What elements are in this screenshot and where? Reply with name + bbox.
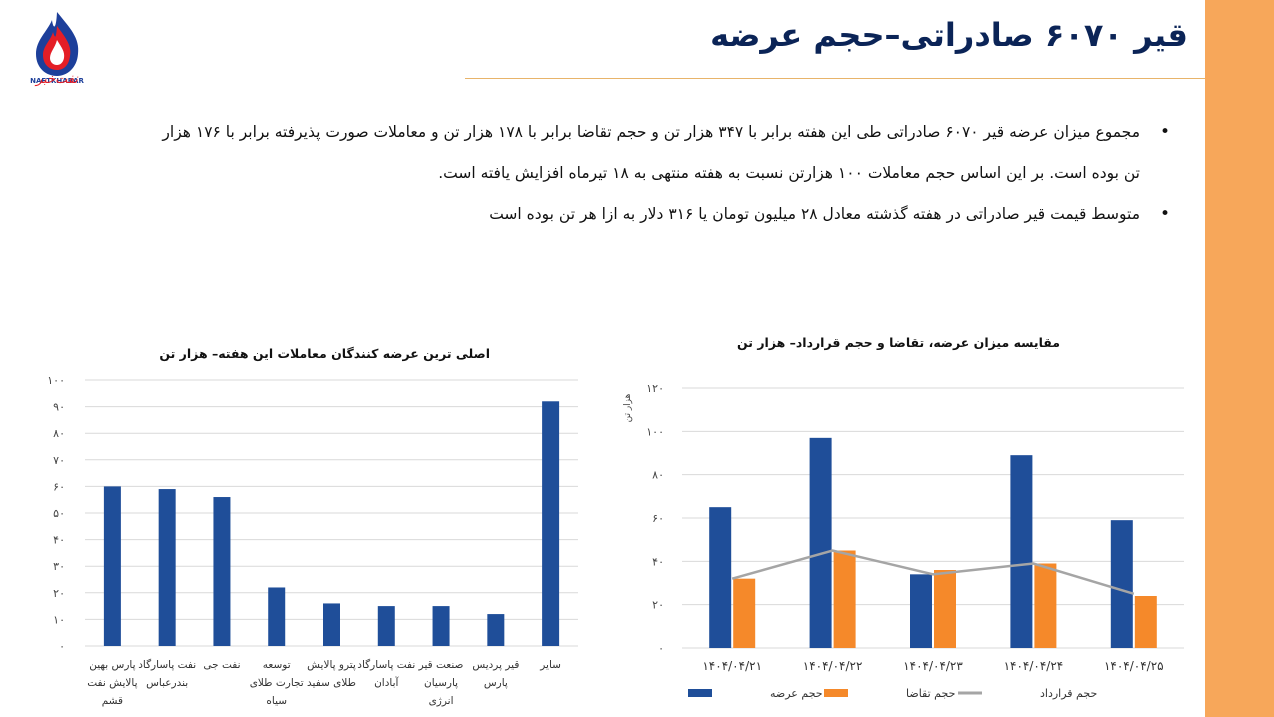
y-tick-label: ۵۰ [53, 507, 65, 520]
x-tick-label: پارس بهین [89, 659, 135, 671]
accent-side-bar [1205, 0, 1274, 717]
y-tick-label: ۳۰ [53, 560, 65, 573]
bar [809, 437, 832, 648]
y-tick-label: ۱۰۰ [646, 425, 664, 438]
x-tick-label: ۱۴۰۴/۰۴/۲۵ [1104, 659, 1164, 673]
y-axis-label: هزار تن [623, 393, 633, 422]
bar [733, 578, 756, 648]
page-title: قیر ۶۰۷۰ صادراتی–حجم عرضه [710, 16, 1188, 54]
bar [487, 614, 505, 646]
chart-left-title: اصلی ترین عرضه کنندگان معاملات این هفته–… [159, 346, 490, 361]
x-tick-label: پارسیان [424, 677, 458, 689]
x-tick-label: نفت پاسارگاد [138, 658, 196, 671]
x-tick-label: تجارت طلای [250, 677, 304, 689]
bar [1134, 596, 1157, 648]
x-tick-label: قیر پردیس [472, 659, 519, 671]
x-tick-label: بندرعباس [146, 677, 188, 689]
title-divider [465, 78, 1205, 79]
bar [1010, 455, 1033, 648]
x-tick-label: ۱۴۰۴/۰۴/۲۳ [903, 659, 963, 673]
bullet-list: مجموع میزان عرضه قیر ۶۰۷۰ صادراتی طی این… [150, 112, 1170, 235]
bullet-item: مجموع میزان عرضه قیر ۶۰۷۰ صادراتی طی این… [150, 112, 1170, 194]
x-tick-label: صنعت قیر [418, 659, 464, 671]
y-tick-label: ۰ [658, 642, 664, 655]
y-tick-label: ۶۰ [53, 480, 65, 493]
x-tick-label: پارس [484, 677, 508, 689]
bar [1110, 520, 1133, 648]
x-tick-label: سیاه [266, 695, 287, 707]
y-tick-label: ۱۰۰ [47, 374, 65, 387]
x-tick-label: ۱۴۰۴/۰۴/۲۲ [803, 659, 863, 673]
bullet-item: متوسط قیمت قیر صادراتی در هفته گذشته معا… [150, 194, 1170, 235]
logo: NAFTKHABAR نفت‌خبر [22, 10, 92, 90]
legend-label: حجم تقاضا [906, 687, 955, 700]
bar [268, 587, 286, 646]
y-tick-label: ۴۰ [652, 555, 664, 568]
x-tick-label: توسعه [263, 659, 291, 671]
y-tick-label: ۲۰ [53, 587, 65, 600]
logo-subtext: NAFTKHABAR [30, 77, 84, 85]
x-tick-label: آبادان [374, 676, 399, 689]
supply-demand-chart: ۰ ۲۰ ۴۰ ۶۰ ۸۰ ۱۰۰ ۱۲۰ هزار تن ۱۴۰۴/۰۴/۲۱ ۱۴۰۴/۰۴/… [623, 382, 1184, 700]
y-tick-label: ۹۰ [53, 401, 65, 414]
bar [158, 489, 176, 646]
bar [432, 606, 450, 646]
bar [833, 550, 856, 648]
bar [213, 497, 231, 646]
bar [323, 603, 340, 646]
x-tick-label: نفت پاسارگاد [357, 658, 415, 671]
legend-label: حجم قرارداد [1040, 687, 1097, 700]
x-tick-label: قشم [102, 695, 123, 707]
chart-right-title: مقایسه میزان عرضه، تقاضا و حجم قرارداد– … [737, 335, 1060, 350]
legend-label: حجم عرضه [770, 687, 823, 700]
x-tick-label: ۱۴۰۴/۰۴/۲۱ [702, 659, 762, 673]
x-tick-label: سایر [539, 659, 561, 671]
y-tick-label: ۰ [59, 640, 65, 653]
legend-swatch [824, 689, 848, 697]
legend-swatch [688, 689, 712, 697]
bar [542, 401, 560, 646]
bar [709, 507, 732, 648]
y-tick-label: ۸۰ [652, 469, 664, 482]
x-tick-label: پترو پالایش [307, 659, 356, 671]
y-tick-label: ۱۰ [53, 613, 65, 626]
bar [1034, 563, 1057, 648]
flame-logo-icon: NAFTKHABAR [30, 12, 84, 85]
x-tick-label: نفت جی [203, 659, 240, 671]
y-tick-label: ۶۰ [652, 512, 664, 525]
y-tick-label: ۴۰ [53, 534, 65, 547]
bar [103, 486, 121, 646]
y-tick-label: ۸۰ [53, 427, 65, 440]
bar [910, 574, 932, 648]
x-tick-label: ۱۴۰۴/۰۴/۲۴ [1004, 659, 1064, 673]
logo-text: نفت‌خبر [35, 72, 79, 87]
y-tick-label: ۲۰ [652, 599, 664, 612]
y-tick-label: ۷۰ [53, 454, 65, 467]
x-tick-label: طلای سفید [307, 677, 356, 689]
suppliers-bar-chart: ۰ ۱۰ ۲۰ ۳۰ ۴۰ ۵۰ ۶۰ ۷۰ ۸۰ ۹۰ ۱۰۰ پارس بهین پالایش نف… [47, 374, 578, 707]
x-tick-label: انرژی [429, 695, 454, 707]
y-tick-label: ۱۲۰ [646, 382, 664, 395]
bar [377, 606, 395, 646]
x-tick-label: پالایش نفت [87, 677, 137, 689]
series-line [731, 549, 1135, 596]
bar [934, 570, 956, 648]
